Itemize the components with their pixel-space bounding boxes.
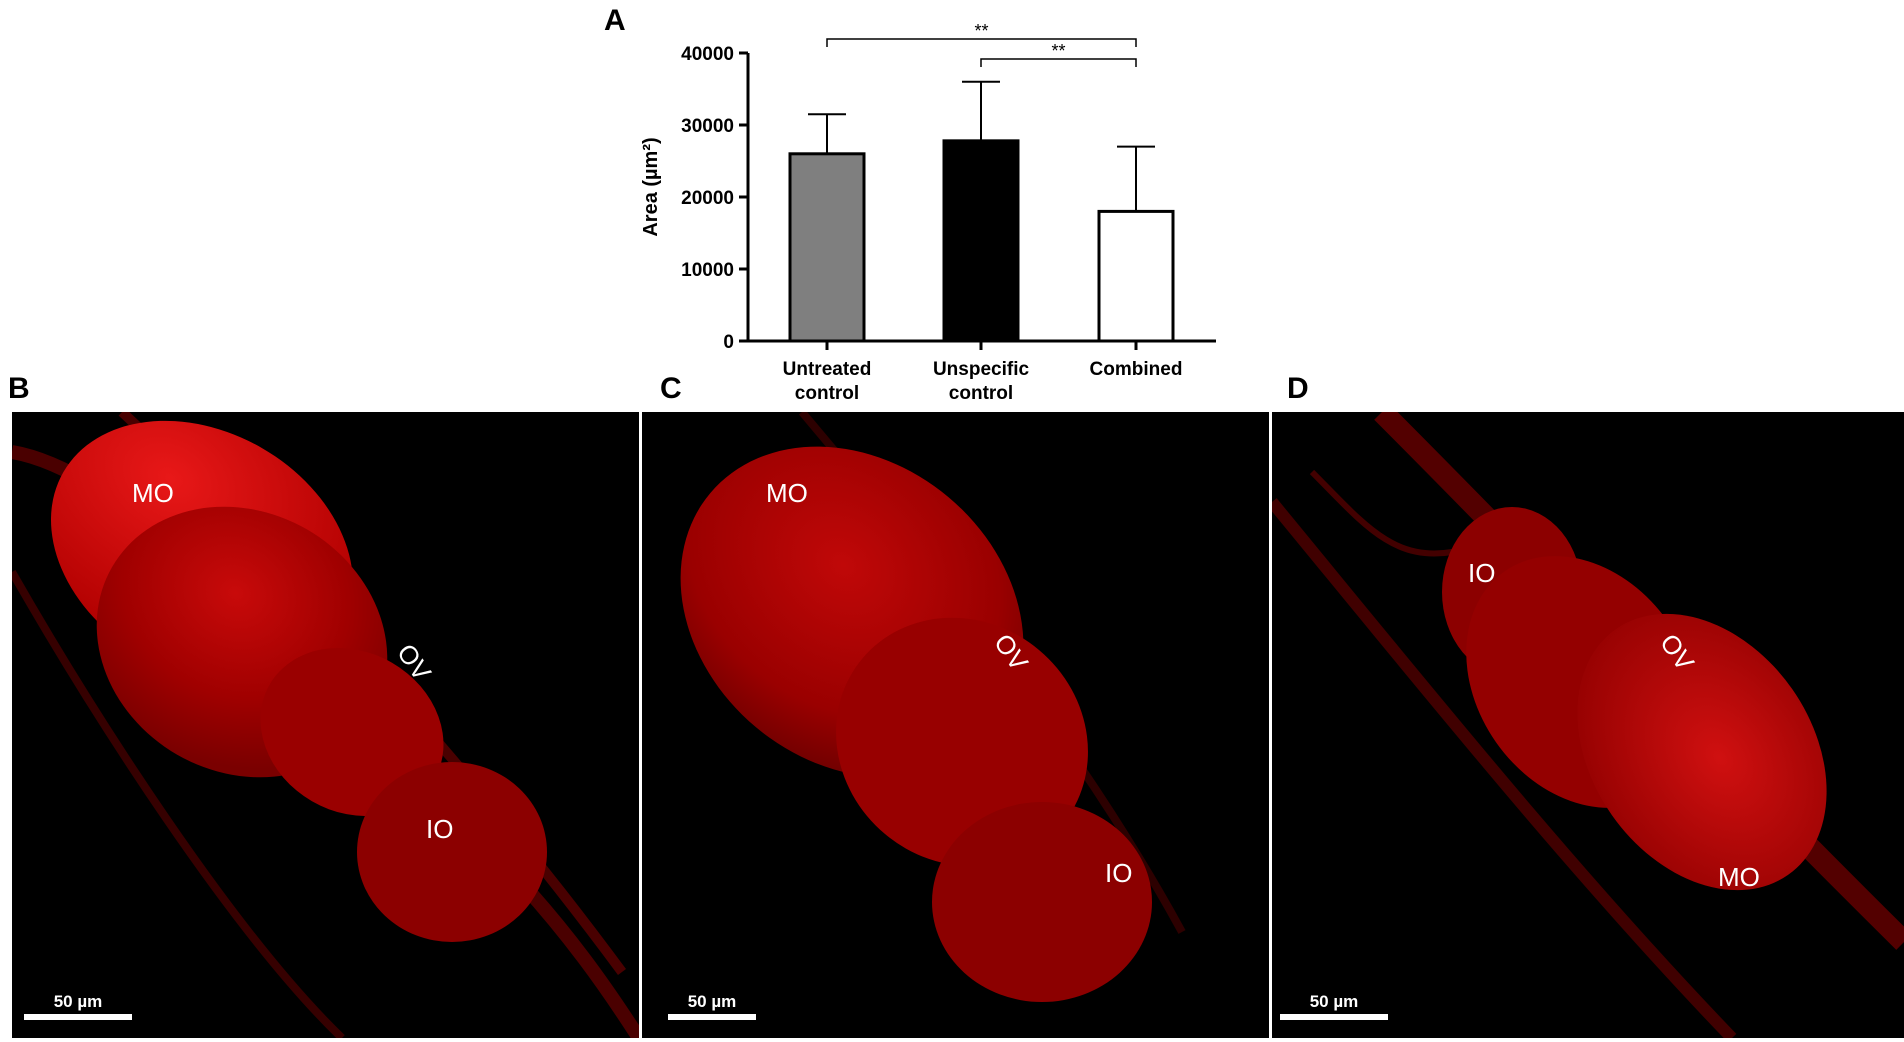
region-label-io: IO bbox=[1105, 858, 1133, 888]
significance-label: ** bbox=[974, 21, 988, 41]
x-tick-label: Untreated bbox=[783, 359, 872, 380]
region-label-mo: MO bbox=[132, 478, 174, 508]
scale-bar-line bbox=[1280, 1014, 1388, 1020]
bar-chart: 0 10000 20000 30000 40000 Untreated control Uns… bbox=[640, 21, 1216, 404]
y-tick-label: 20000 bbox=[681, 188, 734, 209]
y-tick-label: 40000 bbox=[681, 44, 734, 65]
scale-bar: 50 µm bbox=[668, 992, 756, 1020]
chart-error-bars bbox=[808, 80, 1155, 212]
y-tick-label: 10000 bbox=[681, 260, 734, 281]
y-tick-label: 30000 bbox=[681, 116, 734, 137]
bar bbox=[942, 139, 1020, 343]
bar bbox=[788, 152, 866, 343]
panel-letter-a: A bbox=[604, 4, 626, 37]
region-label-io: IO bbox=[426, 814, 454, 844]
region-label-mo: MO bbox=[766, 478, 808, 508]
micrograph-d: IO OV MO 50 µm bbox=[1272, 412, 1904, 1038]
x-tick-label: Unspecific bbox=[933, 359, 1030, 380]
chart-axes: 0 10000 20000 30000 40000 Untreated control Uns… bbox=[681, 44, 1216, 404]
x-tick-label: control bbox=[795, 383, 859, 404]
scale-bar: 50 µm bbox=[1280, 992, 1388, 1020]
panel-letter-b: B bbox=[8, 372, 30, 405]
scale-bar-label: 50 µm bbox=[1309, 992, 1359, 1011]
chart-significance: ** ** bbox=[826, 21, 1137, 67]
x-tick-label: control bbox=[949, 383, 1013, 404]
micrograph-b-image bbox=[12, 412, 639, 1038]
bar bbox=[1097, 209, 1175, 343]
scale-bar-line bbox=[24, 1014, 132, 1020]
micrograph-b: MO OV IO 50 µm bbox=[12, 412, 639, 1038]
significance-bracket bbox=[826, 38, 1137, 47]
scale-bar: 50 µm bbox=[24, 992, 132, 1020]
micrograph-c: MO OV IO 50 µm bbox=[642, 412, 1269, 1038]
y-tick-label: 0 bbox=[723, 332, 734, 353]
panel-letter-c: C bbox=[660, 372, 682, 405]
scale-bar-label: 50 µm bbox=[53, 992, 103, 1011]
y-axis-label: Area (µm²) bbox=[640, 137, 662, 236]
x-tick-label: Combined bbox=[1090, 359, 1183, 380]
panel-letter-d: D bbox=[1287, 372, 1309, 405]
significance-bracket bbox=[980, 58, 1137, 67]
scale-bar-label: 50 µm bbox=[687, 992, 737, 1011]
significance-label: ** bbox=[1051, 41, 1065, 61]
micrograph-c-image bbox=[680, 412, 1186, 1002]
scale-bar-line bbox=[668, 1014, 756, 1020]
chart-bars bbox=[788, 139, 1175, 343]
region-label-io: IO bbox=[1468, 558, 1496, 588]
region-label-mo: MO bbox=[1718, 862, 1760, 892]
micrograph-d-image bbox=[1272, 412, 1904, 1038]
